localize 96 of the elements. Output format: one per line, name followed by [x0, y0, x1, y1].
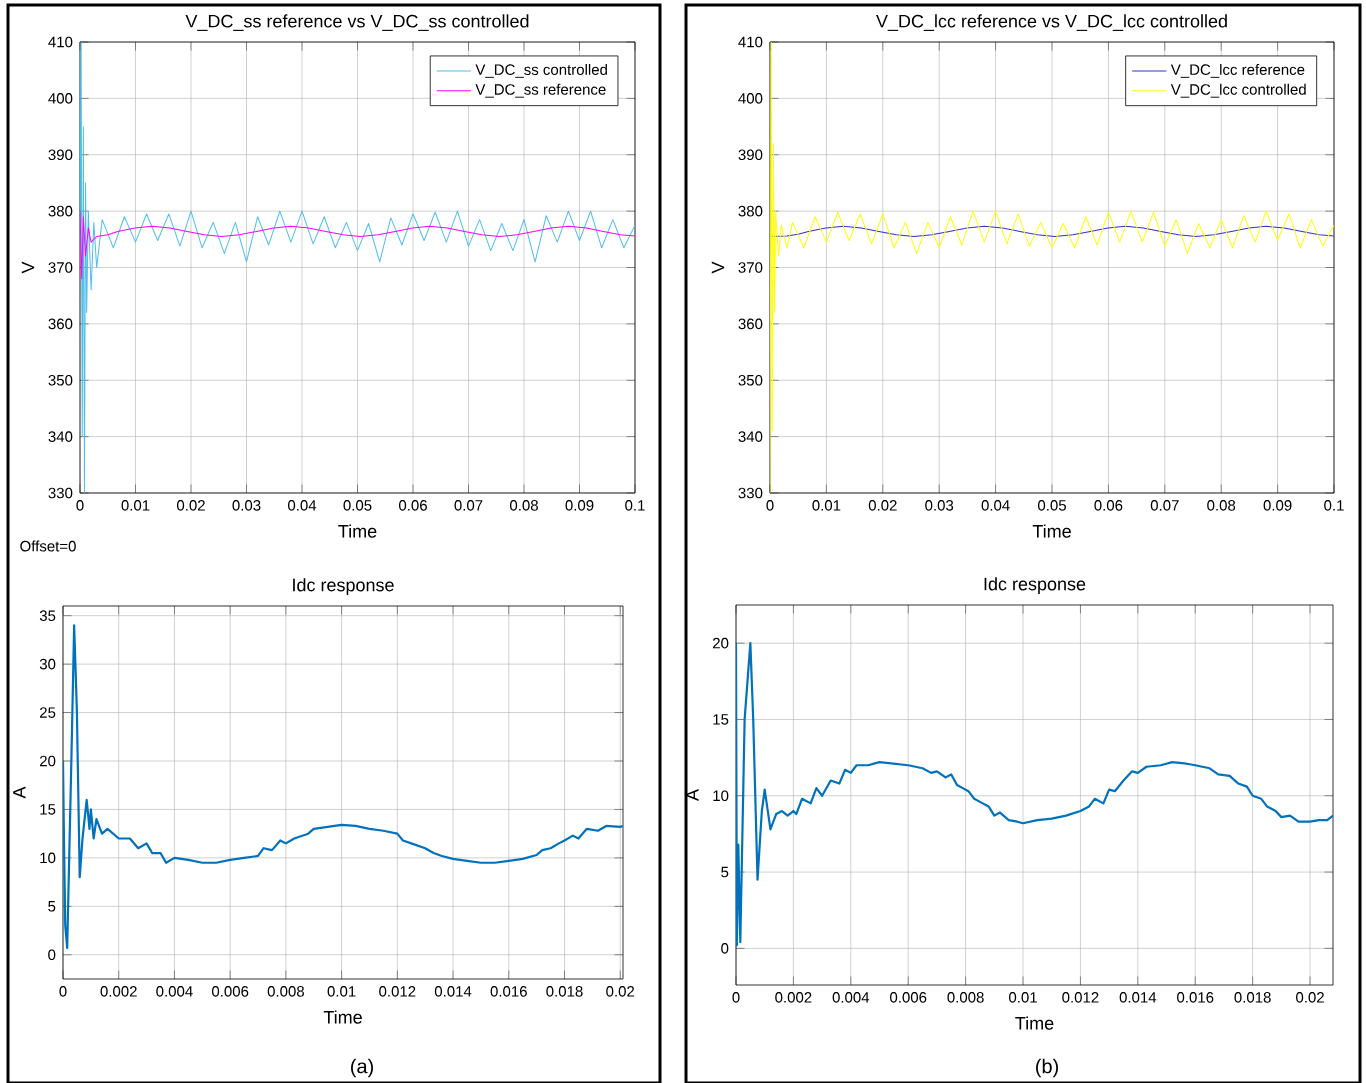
y-tick-label: 330: [48, 487, 73, 499]
y-tick-label: 30: [39, 658, 56, 670]
x-axis-title: Time: [1015, 1016, 1054, 1030]
x-tick-label: 0.04: [981, 500, 1010, 511]
y-tick-label: 20: [713, 637, 729, 649]
text: Offset=0: [20, 540, 76, 552]
legend-label: V_DC_lcc reference: [1170, 63, 1305, 78]
y-tick-label: 380: [48, 205, 73, 217]
y-tick-label: 370: [48, 262, 73, 273]
chart-title: V_DC_ss reference vs V_DC_ss controlled: [185, 14, 529, 31]
y-tick-label: 5: [721, 866, 729, 878]
x-tick-label: 0.07: [1150, 500, 1179, 511]
y-tick-label: 15: [40, 804, 56, 815]
x-tick-label: 0.016: [490, 986, 527, 997]
x-tick-label: 0.004: [832, 992, 870, 1003]
text: (a): [351, 1058, 373, 1078]
x-tick-label: 0.02: [1296, 992, 1324, 1003]
x-tick-label: 0.002: [775, 992, 812, 1003]
x-tick-label: 0.012: [379, 986, 416, 997]
x-tick-label: 0.03: [232, 500, 261, 511]
x-axis-title: Time: [1032, 524, 1071, 538]
line-series: [770, 42, 1335, 493]
x-tick-label: 0.008: [267, 986, 304, 997]
y-tick-label: 340: [738, 431, 763, 442]
legend-label: V_DC_lcc controlled: [1170, 83, 1306, 98]
x-tick-label: 0.05: [1038, 500, 1066, 511]
y-axis-title: V: [21, 261, 35, 274]
x-tick-label: 0.006: [890, 992, 927, 1003]
x-tick-label: 0.01: [121, 500, 150, 511]
y-tick-label: 350: [738, 374, 763, 386]
y-tick-label: 10: [713, 790, 729, 802]
y-tick-label: 410: [738, 36, 763, 48]
x-axis-title: Time: [338, 524, 377, 538]
x-tick-label: 0.012: [1062, 992, 1099, 1003]
y-tick-label: 380: [738, 205, 763, 217]
x-tick-label: 0.05: [343, 500, 372, 511]
x-tick-label: 0.03: [925, 500, 954, 511]
y-tick-label: 360: [48, 318, 73, 330]
x-tick-label: 0: [76, 500, 84, 511]
y-tick-label: 370: [738, 262, 763, 273]
legend-label: V_DC_ss reference: [475, 83, 606, 98]
chart-title: Idc response: [984, 577, 1086, 594]
y-tick-label: 390: [738, 149, 763, 161]
y-axis-title: A: [686, 789, 699, 801]
y-tick-label: 35: [39, 610, 56, 621]
x-tick-label: 0.018: [1234, 992, 1271, 1003]
x-axis-title: Time: [323, 1010, 362, 1024]
x-tick-label: 0.016: [1177, 992, 1214, 1003]
y-axis-title: A: [13, 786, 26, 799]
legend-label: V_DC_ss controlled: [475, 63, 607, 78]
y-tick-label: 0: [48, 949, 56, 961]
x-tick-label: 0: [766, 500, 774, 511]
x-tick-label: 0.01: [327, 986, 356, 997]
x-tick-label: 0.1: [625, 500, 645, 511]
x-tick-label: 0.08: [510, 500, 538, 511]
line-series: [80, 210, 635, 280]
x-tick-label: 0.02: [606, 986, 635, 997]
y-tick-label: 400: [738, 93, 763, 104]
x-tick-label: 0.008: [947, 992, 984, 1003]
y-tick-label: 15: [713, 714, 729, 725]
x-tick-label: 0.006: [211, 986, 249, 997]
x-tick-label: 0.018: [546, 986, 583, 997]
chart-title: V_DC_lcc reference vs V_DC_lcc controlled: [876, 14, 1227, 31]
y-axis-title: V: [711, 261, 725, 274]
x-tick-label: 0.014: [1119, 992, 1157, 1003]
x-tick-label: 0.04: [288, 500, 317, 511]
y-tick-label: 410: [48, 36, 73, 48]
y-tick-label: 10: [40, 852, 56, 864]
y-tick-label: 20: [40, 755, 56, 767]
y-tick-label: 5: [48, 901, 56, 912]
y-tick-label: 0: [721, 943, 729, 954]
x-tick-label: 0.07: [454, 500, 483, 511]
y-tick-label: 400: [48, 93, 73, 104]
x-tick-label: 0.01: [812, 500, 841, 511]
x-tick-label: 0.09: [1263, 500, 1292, 511]
x-tick-label: 0.06: [399, 500, 427, 511]
x-tick-label: 0.002: [100, 986, 137, 997]
x-tick-label: 0.1: [1324, 500, 1344, 511]
y-tick-label: 25: [40, 707, 56, 718]
x-tick-label: 0.02: [177, 500, 205, 511]
y-tick-label: 360: [738, 318, 763, 330]
x-tick-label: 0.02: [868, 500, 897, 511]
x-tick-label: 0.06: [1094, 500, 1123, 511]
line-series: [80, 42, 635, 493]
x-tick-label: 0.01: [1009, 992, 1037, 1003]
x-tick-label: 0.004: [156, 986, 193, 997]
y-tick-label: 330: [738, 487, 763, 499]
x-tick-label: 0.08: [1207, 500, 1236, 511]
text: (b): [1036, 1058, 1058, 1078]
y-tick-label: 350: [48, 374, 73, 386]
line-series: [63, 624, 624, 950]
y-tick-label: 340: [48, 431, 73, 442]
x-tick-label: 0.09: [565, 500, 594, 511]
y-tick-label: 390: [48, 149, 73, 161]
chart-title: Idc response: [293, 578, 394, 595]
x-tick-label: 0.014: [434, 986, 472, 997]
